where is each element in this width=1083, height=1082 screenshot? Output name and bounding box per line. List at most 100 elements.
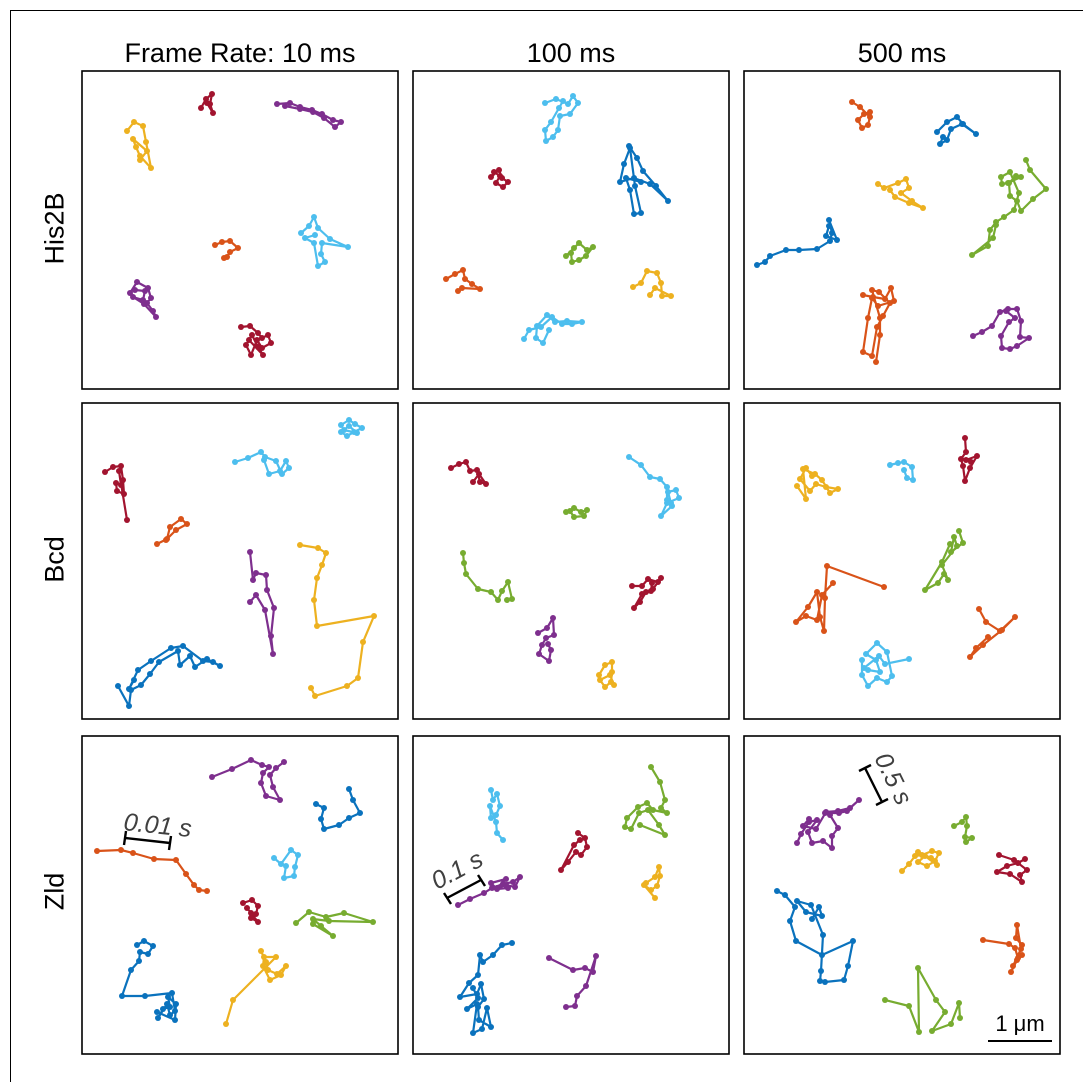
- localization-point: [568, 250, 574, 256]
- trajectory: [622, 764, 670, 838]
- localization-point: [330, 933, 336, 939]
- localization-point: [126, 686, 132, 692]
- localization-point: [544, 625, 550, 631]
- localization-point: [650, 807, 656, 813]
- localization-point: [656, 864, 662, 870]
- localization-point: [497, 173, 503, 179]
- localization-point: [857, 104, 863, 110]
- localization-point: [806, 816, 812, 822]
- trajectory-line: [211, 758, 285, 802]
- localization-point: [479, 1026, 485, 1032]
- trajectory: [558, 830, 590, 873]
- localization-point: [787, 918, 793, 924]
- localization-point: [884, 679, 890, 685]
- trajectory: [338, 417, 365, 439]
- localization-point: [645, 807, 651, 813]
- localization-point: [807, 488, 813, 494]
- localization-point: [882, 661, 888, 667]
- localization-point: [463, 459, 469, 465]
- localization-point: [983, 619, 989, 625]
- localization-point: [311, 240, 317, 246]
- localization-point: [904, 475, 910, 481]
- localization-point: [1014, 957, 1020, 963]
- localization-point: [130, 294, 136, 300]
- localization-point: [998, 174, 1004, 180]
- localization-point: [649, 580, 655, 586]
- localization-point: [494, 830, 500, 836]
- localization-point: [869, 295, 875, 301]
- localization-point: [813, 826, 819, 832]
- trajectory: [563, 505, 590, 520]
- trajectory: [521, 312, 585, 346]
- localization-point: [920, 205, 926, 211]
- localization-point: [993, 222, 999, 228]
- localization-point: [974, 453, 980, 459]
- localization-point: [638, 462, 644, 468]
- localization-point: [611, 682, 617, 688]
- localization-point: [1007, 871, 1013, 877]
- localization-point: [545, 641, 551, 647]
- localization-point: [847, 805, 853, 811]
- localization-point: [996, 852, 1002, 858]
- localization-point: [312, 232, 318, 238]
- localization-point: [248, 915, 254, 921]
- localization-point: [477, 479, 483, 485]
- localization-point: [298, 230, 304, 236]
- localization-point: [244, 905, 250, 911]
- localization-point: [247, 599, 253, 605]
- localization-point: [867, 114, 873, 120]
- localization-point: [155, 1015, 161, 1021]
- localization-point: [274, 101, 280, 107]
- localization-point: [204, 888, 210, 894]
- trajectory: [970, 306, 1032, 352]
- trajectory: [546, 953, 599, 1010]
- trajectory-line: [96, 848, 208, 893]
- localization-point: [631, 211, 637, 217]
- localization-point: [154, 541, 160, 547]
- localization-point: [346, 417, 352, 423]
- localization-point: [881, 584, 887, 590]
- localization-point: [255, 919, 261, 925]
- localization-point: [803, 465, 809, 471]
- localization-point: [560, 98, 566, 104]
- localization-point: [939, 559, 945, 565]
- localization-point: [249, 332, 255, 338]
- localization-point: [260, 770, 266, 776]
- localization-point: [273, 458, 279, 464]
- localization-point: [963, 839, 969, 845]
- localization-point: [132, 287, 138, 293]
- localization-point: [263, 572, 269, 578]
- localization-point: [816, 904, 822, 910]
- column-label-100ms: 100 ms: [526, 38, 616, 68]
- localization-point: [569, 321, 575, 327]
- localization-point: [134, 279, 140, 285]
- localization-point: [581, 513, 587, 519]
- localization-point: [167, 1004, 173, 1010]
- localization-point: [814, 617, 820, 623]
- localization-point: [253, 592, 259, 598]
- localization-point: [124, 128, 130, 134]
- localization-point: [963, 814, 969, 820]
- localization-point: [1026, 335, 1032, 341]
- localization-point: [173, 527, 179, 533]
- trajectory: [448, 459, 489, 487]
- localization-point: [664, 810, 670, 816]
- localization-point: [452, 271, 458, 277]
- localization-point: [808, 902, 814, 908]
- trajectory: [457, 940, 515, 1036]
- localization-point: [209, 774, 215, 780]
- localization-point: [175, 648, 181, 654]
- localization-point: [865, 122, 871, 128]
- localization-point: [553, 96, 559, 102]
- localization-point: [505, 179, 511, 185]
- localization-point: [297, 542, 303, 548]
- localization-point: [877, 669, 883, 675]
- localization-point: [238, 324, 244, 330]
- localization-point: [223, 1021, 229, 1027]
- localization-point: [584, 507, 590, 513]
- trajectory: [794, 465, 841, 502]
- localization-point: [622, 824, 628, 830]
- localization-point: [277, 797, 283, 803]
- trajectory: [443, 267, 483, 294]
- trajectory: [793, 563, 887, 634]
